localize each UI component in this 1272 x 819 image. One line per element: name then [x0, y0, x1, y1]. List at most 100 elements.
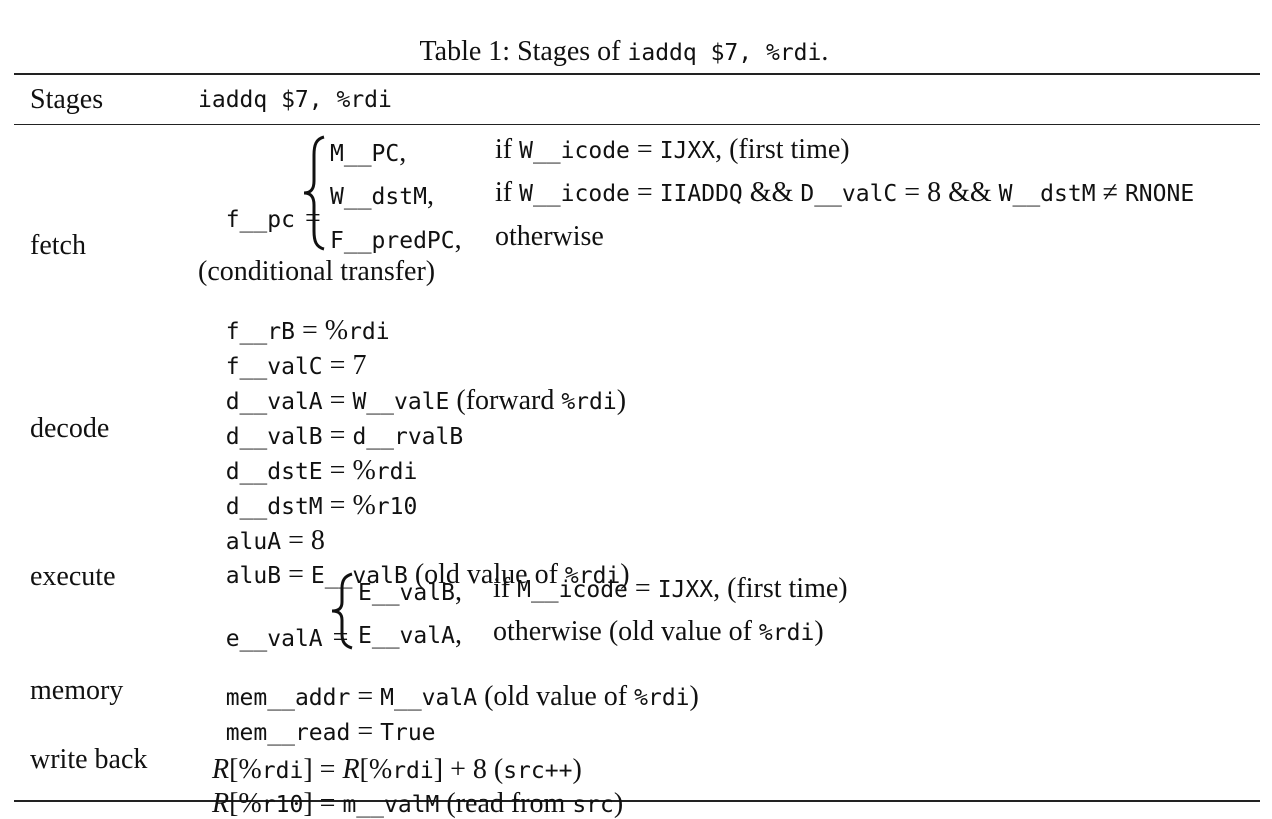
case-condition: otherwise	[495, 223, 604, 251]
eq-sign: =	[322, 420, 353, 451]
case-condition: if W__icode = IJXX, (first time)	[495, 136, 850, 164]
condition-code: %rdi	[758, 620, 815, 646]
case-value-text: M__PC	[330, 141, 400, 167]
stage-memory: memory	[30, 675, 124, 706]
fetch-rb-line: f__rB = %rdi	[198, 294, 390, 345]
decode-dstm-line: d__dstM = %r10	[198, 469, 418, 521]
condition-text: =	[629, 177, 660, 208]
condition-code: W__icode	[519, 138, 630, 164]
wb2-code: r10	[261, 792, 304, 818]
caption-prefix: Table 1: Stages of	[419, 36, 628, 67]
case-comma: ,	[454, 576, 462, 607]
wb1-code3: src++	[503, 758, 573, 784]
execute-alub-line: aluB = E__valB (old value of %rdi)	[198, 538, 630, 589]
stage-fetch: fetch	[30, 230, 86, 261]
frb-pct: %	[324, 315, 349, 346]
condition-text: =	[629, 134, 660, 165]
condition-code: W__dstM	[998, 181, 1096, 207]
execute-alua-line: aluA = 8	[198, 504, 325, 555]
eq-sign: =	[322, 350, 353, 381]
wb2-d: )	[613, 788, 624, 819]
alua-lhs: aluA	[225, 529, 282, 555]
header-rule	[14, 124, 1260, 125]
wb1-a: [%	[229, 754, 262, 785]
execute-evala-lhs: e__valA =	[198, 601, 349, 652]
wb2-code3: src	[572, 792, 614, 818]
fvalc-rhs: 7	[352, 350, 367, 381]
case-value-text: W__dstM	[330, 184, 427, 210]
stage-decode: decode	[30, 413, 110, 444]
memaddr-note: (old value of	[477, 681, 635, 712]
header-stages: Stages	[30, 84, 104, 115]
wb1-c: [%	[359, 754, 393, 785]
case-condition: otherwise (old value of %rdi)	[493, 618, 824, 646]
stage-writeback: write back	[30, 744, 148, 775]
case-comma: ,	[454, 224, 462, 255]
condition-code: RNONE	[1124, 181, 1195, 207]
condition-text: if	[495, 177, 520, 208]
condition-text: ≠	[1095, 177, 1125, 208]
wb1-b: ] =	[303, 754, 343, 785]
condition-code: IIADDQ	[659, 181, 743, 207]
alub-rhs: E__valB	[310, 563, 408, 589]
memaddr-note-code: %rdi	[634, 685, 690, 711]
condition-text: )	[814, 616, 824, 647]
ddstm-lhs: d__dstM	[225, 494, 323, 520]
frb-rhs: rdi	[348, 319, 390, 345]
wb1-e: )	[572, 754, 582, 785]
condition-text: otherwise	[495, 221, 604, 252]
alub-note: (old value of	[407, 559, 565, 590]
decode-valb-line: d__valB = d__rvalB	[198, 399, 464, 451]
condition-text: = 8 &&	[897, 177, 999, 208]
wb1-R: R	[212, 754, 230, 785]
case-value: F__predPC,	[330, 226, 462, 254]
wb1-R2: R	[342, 754, 360, 785]
caption-code: iaddq $7, %rdi	[627, 40, 822, 66]
ddste-lhs: d__dstE	[225, 459, 323, 485]
frb-lhs: f__rB	[225, 319, 295, 345]
fetch-valc-line: f__valC = 7	[198, 329, 367, 381]
memread-lhs: mem__read	[225, 720, 351, 746]
ddste-pct: %	[352, 455, 376, 486]
memaddr-rhs: M__valA	[380, 685, 478, 711]
case-comma: ,	[426, 180, 434, 211]
case-value-text: E__valA	[358, 623, 455, 649]
header-instruction: iaddq $7, %rdi	[198, 87, 392, 113]
eq-sign: =	[322, 455, 353, 486]
dvala-note-end: )	[616, 385, 627, 416]
case-value-text: F__predPC	[330, 228, 455, 254]
wb2-a: [%	[229, 788, 262, 819]
wb1-d: ] + 8 (	[433, 754, 504, 785]
eq-sign: =	[350, 716, 381, 747]
condition-text: =	[627, 573, 658, 604]
evala-var: e__valA	[225, 626, 323, 652]
dvala-lhs: d__valA	[225, 389, 323, 415]
dvalb-rhs: d__rvalB	[352, 424, 464, 450]
memaddr-lhs: mem__addr	[225, 685, 351, 711]
alub-lhs: aluB	[225, 563, 282, 589]
condition-code: IJXX	[657, 577, 714, 603]
case-value: M__PC,	[330, 139, 406, 167]
ddste-rhs: rdi	[375, 459, 418, 485]
memaddr-note-end: )	[689, 681, 699, 712]
bottom-rule	[14, 800, 1260, 802]
case-value-text: E__valB	[358, 580, 455, 606]
eq-sign: =	[281, 525, 311, 556]
memread-rhs: True	[380, 720, 436, 746]
case-value: E__valB,	[358, 578, 462, 606]
wb2-R: R	[212, 788, 230, 819]
eq-sign: =	[322, 490, 353, 521]
fetch-note: (conditional transfer)	[198, 256, 436, 287]
dvala-note: (forward	[449, 385, 562, 416]
alub-note-end: )	[620, 559, 630, 590]
decode-vala-line: d__valA = W__valE (forward %rdi)	[198, 364, 626, 415]
caption-suffix: .	[821, 36, 829, 67]
wb2-code2: m__valM	[342, 792, 440, 818]
fetch-case-brace	[303, 135, 325, 251]
alub-note-code: %rdi	[564, 563, 621, 589]
dvala-rhs: W__valE	[352, 389, 450, 415]
eq-sign: =	[350, 681, 381, 712]
top-rule	[14, 73, 1260, 75]
condition-text: , (first time)	[715, 134, 850, 165]
eq-sign: =	[322, 385, 353, 416]
